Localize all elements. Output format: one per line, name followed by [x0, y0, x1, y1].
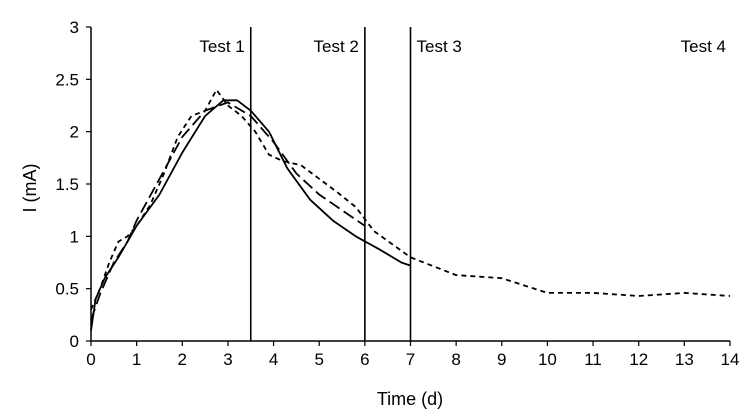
x-tick-label: 9 [497, 350, 506, 369]
x-tick-label: 2 [178, 350, 187, 369]
x-axis-title: Time (d) [377, 389, 443, 409]
test-label: Test 1 [199, 37, 244, 56]
x-tick-label: 4 [269, 350, 278, 369]
y-tick-label: 3 [70, 18, 79, 37]
x-tick-label: 3 [223, 350, 232, 369]
x-tick-label: 7 [406, 350, 415, 369]
y-tick-label: 2 [70, 123, 79, 142]
y-tick-label: 0 [70, 332, 79, 351]
y-tick-label: 1.5 [55, 175, 79, 194]
series-group [90, 88, 731, 331]
x-tick-label: 5 [314, 350, 323, 369]
test-label: Test 4 [681, 37, 726, 56]
series-line-solid [90, 99, 411, 331]
y-tick-label: 0.5 [55, 280, 79, 299]
y-tick-label: 1 [70, 227, 79, 246]
x-tick-label: 10 [538, 350, 557, 369]
test-label: Test 2 [313, 37, 358, 56]
y-axis-title: I (mA) [20, 164, 40, 213]
x-tick-label: 6 [360, 350, 369, 369]
x-tick-label: 0 [86, 350, 95, 369]
x-tick-label: 8 [451, 350, 460, 369]
x-tick-label: 1 [132, 350, 141, 369]
y-tick-label: 2.5 [55, 70, 79, 89]
x-tick-label: 13 [675, 350, 694, 369]
x-tick-label: 11 [584, 350, 602, 369]
x-tick-label: 12 [629, 350, 648, 369]
x-tick-label: 14 [721, 350, 740, 369]
test-label: Test 3 [417, 37, 462, 56]
series-line-short-dash [90, 88, 731, 310]
test-divider-group: Test 1 Test 2 Test 3 Test 4 [199, 27, 726, 341]
